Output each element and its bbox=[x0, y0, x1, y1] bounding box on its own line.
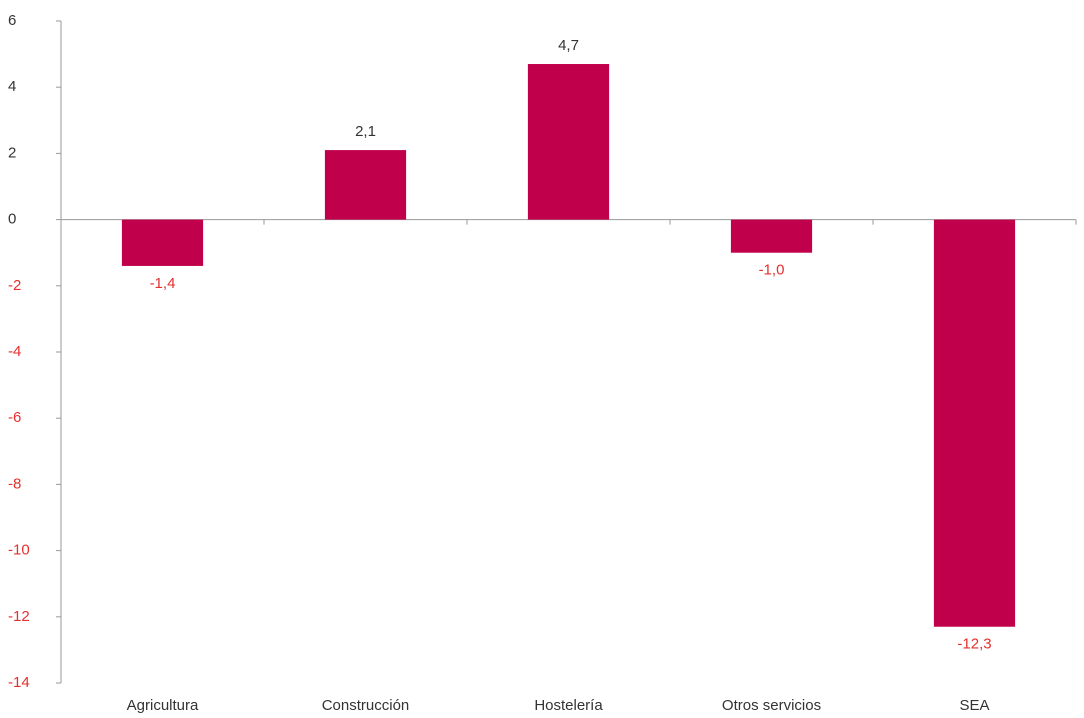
x-tick-label: Construcción bbox=[322, 697, 410, 714]
bar bbox=[527, 64, 610, 220]
y-tick-label: -6 bbox=[8, 409, 21, 426]
y-tick-label: 6 bbox=[8, 12, 16, 29]
y-tick-label: 0 bbox=[8, 211, 16, 228]
y-tick-label: -4 bbox=[8, 343, 21, 360]
value-label: -1,4 bbox=[150, 275, 176, 292]
y-tick-label: -10 bbox=[8, 542, 30, 559]
bar bbox=[730, 219, 813, 253]
bar bbox=[324, 150, 407, 220]
x-tick-label: Agricultura bbox=[127, 697, 199, 714]
bar bbox=[933, 219, 1016, 627]
bar bbox=[121, 219, 204, 266]
value-label: 4,7 bbox=[558, 37, 579, 54]
value-label: 2,1 bbox=[355, 123, 376, 140]
x-tick-label: Hostelería bbox=[534, 697, 603, 714]
value-label: -12,3 bbox=[957, 636, 991, 653]
y-tick-label: 4 bbox=[8, 78, 16, 95]
y-tick-label: 2 bbox=[8, 144, 16, 161]
y-tick-label: -8 bbox=[8, 475, 21, 492]
x-tick-label: Otros servicios bbox=[722, 697, 821, 714]
y-tick-label: -2 bbox=[8, 277, 21, 294]
y-tick-label: -14 bbox=[8, 674, 30, 691]
value-label: -1,0 bbox=[759, 262, 785, 279]
x-tick-label: SEA bbox=[959, 697, 989, 714]
y-tick-label: -12 bbox=[8, 608, 30, 625]
